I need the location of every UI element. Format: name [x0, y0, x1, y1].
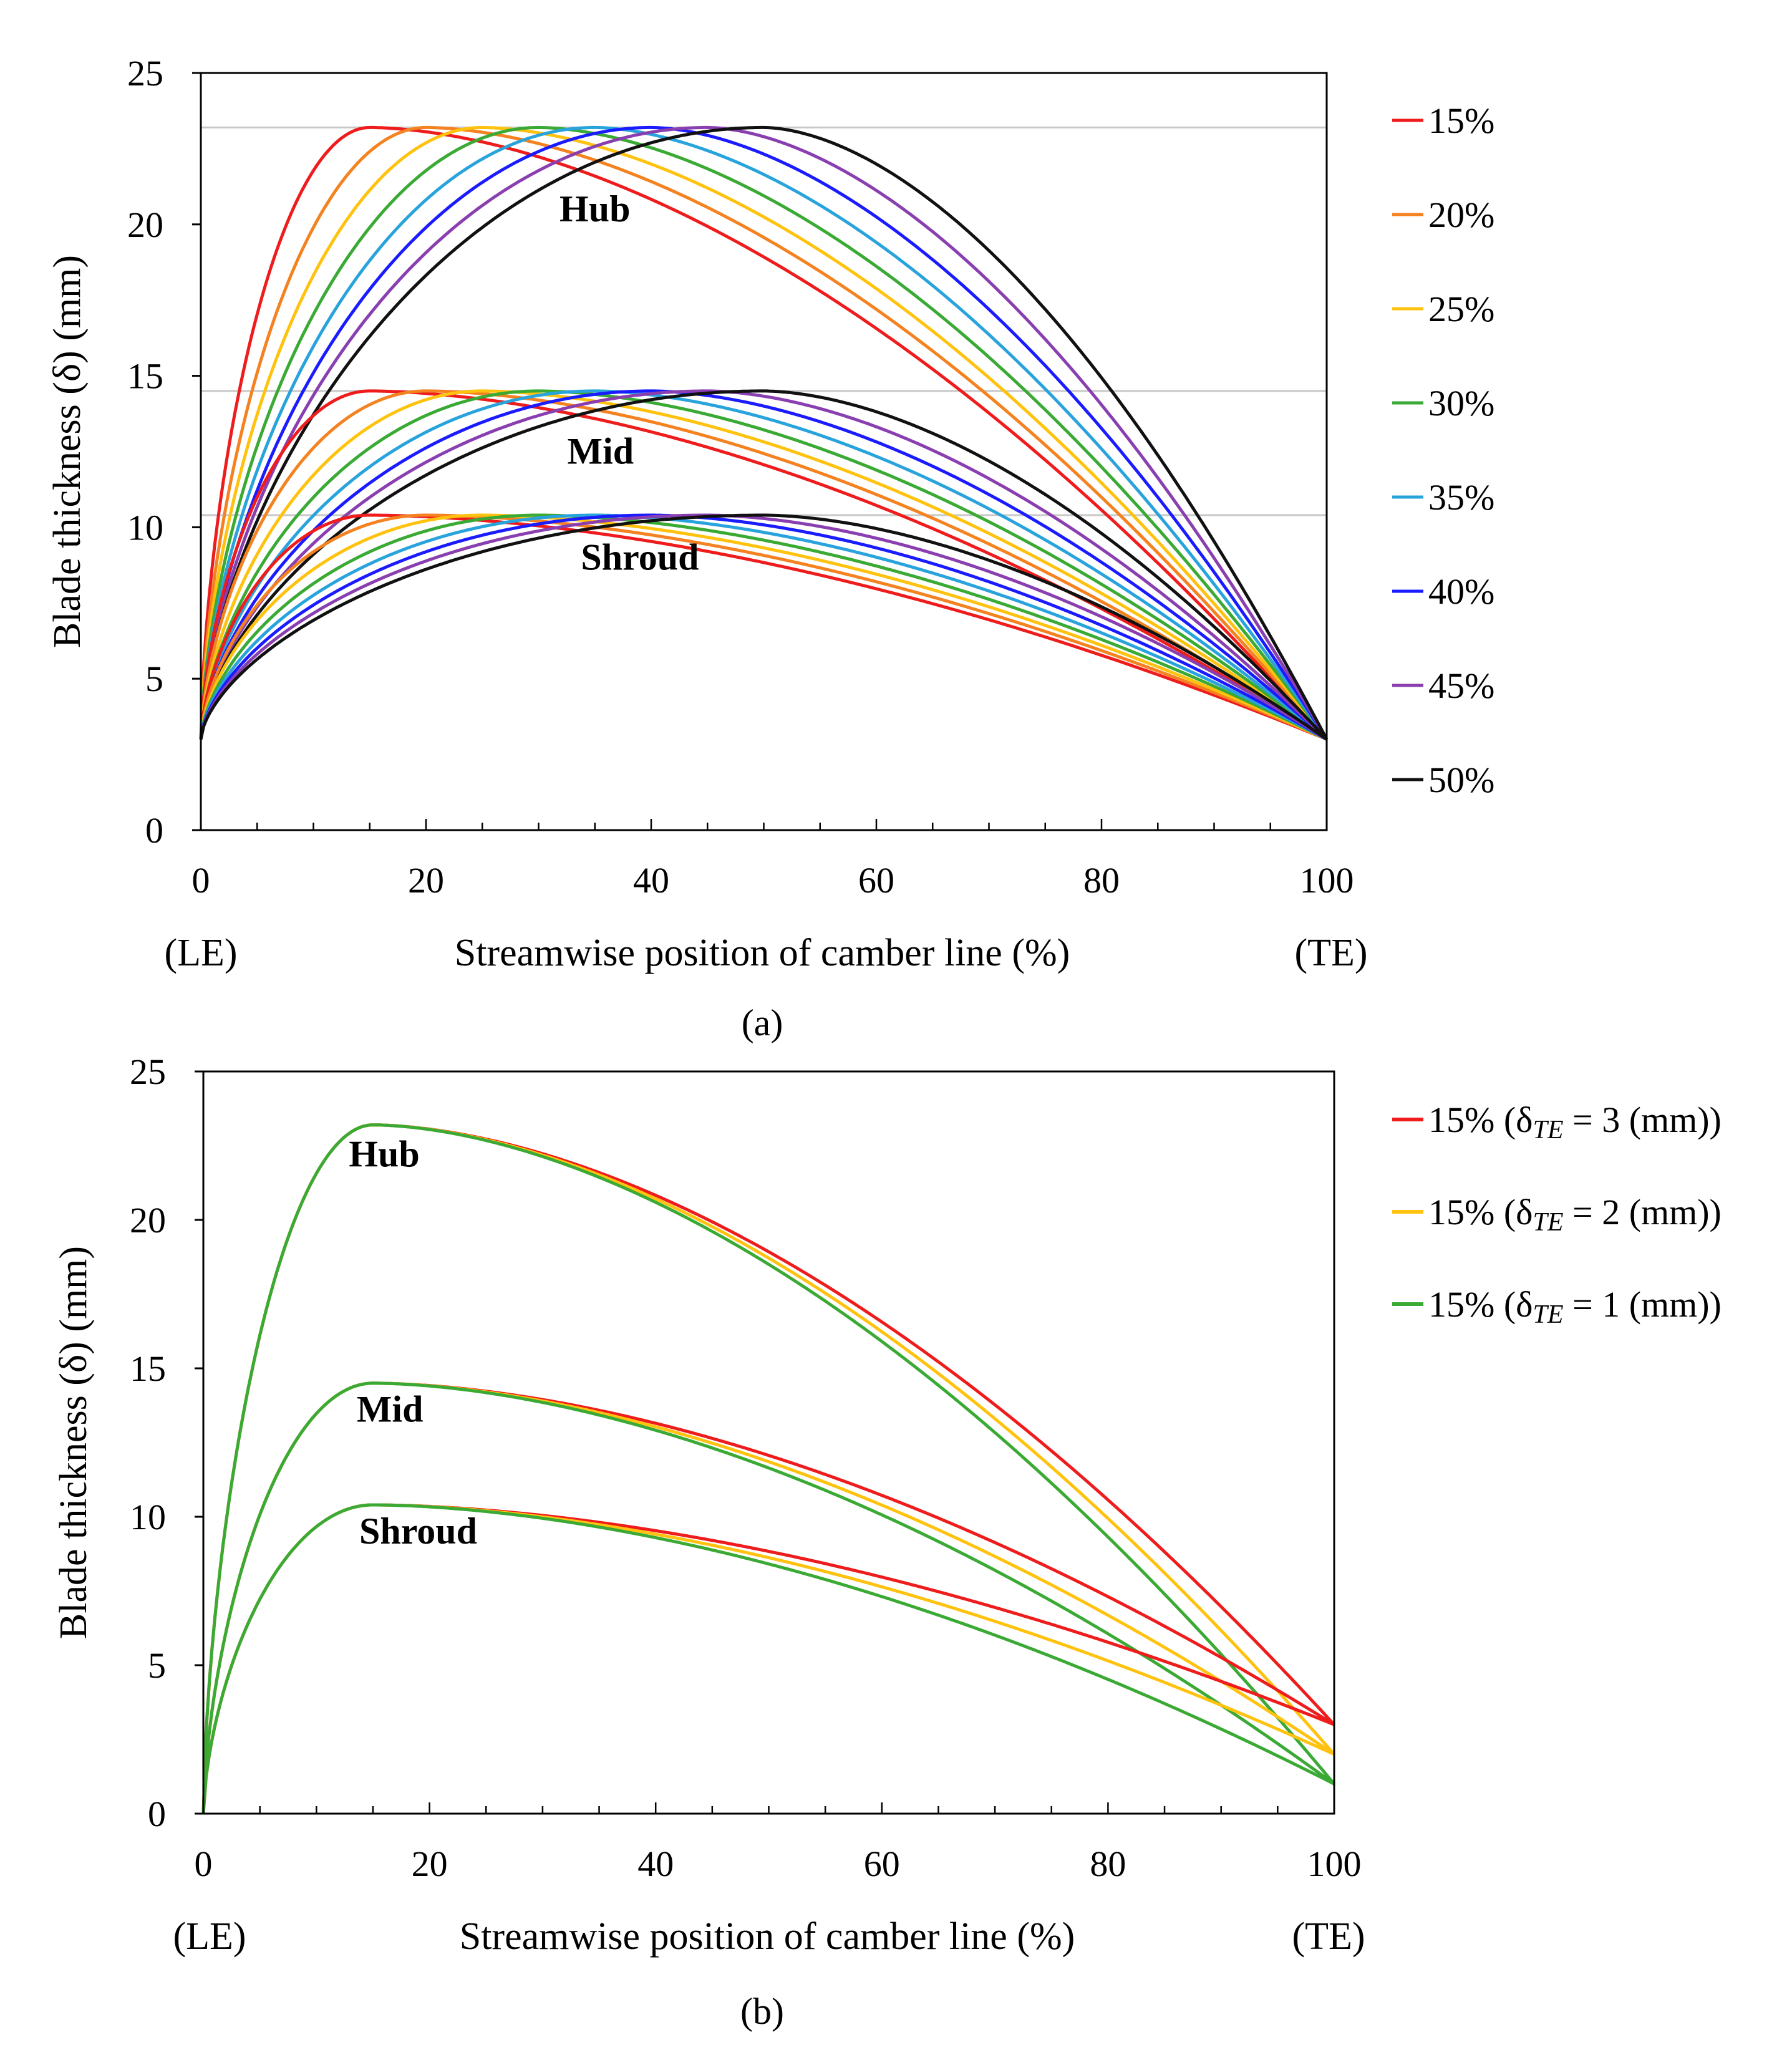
series-curves: [199, 125, 1329, 741]
series-line-shroud-20: [199, 513, 1327, 741]
panel-label-b: (b): [740, 1991, 784, 2032]
legend: 15% (δTE = 3 (mm)) 15% (δTE = 2 (mm)) 15% …: [1392, 1100, 1722, 1329]
series-line-mid-20: [199, 389, 1328, 741]
series-line-hub-15: [199, 125, 1328, 740]
y-tick-label: 15: [130, 1348, 166, 1389]
x-tick-label: 40: [633, 860, 669, 901]
x-tick-label: 0: [195, 1844, 213, 1884]
legend-entry-label: 15% (δTE = 1 (mm)): [1428, 1284, 1722, 1329]
y-tick-label: 10: [127, 507, 163, 548]
series-line-hub-50: [199, 125, 1329, 740]
series-line-hub-45: [199, 125, 1329, 740]
x-axis-le-label: (LE): [173, 1915, 246, 1958]
y-tick-label: 10: [130, 1497, 166, 1537]
series-line-mid-15: [199, 389, 1328, 741]
series-line-hub-20: [199, 125, 1328, 740]
y-tick-label: 25: [130, 1052, 166, 1092]
series-line-shroud-40: [199, 513, 1328, 741]
legend-entry-label: 20%: [1428, 195, 1494, 235]
series-line-hub-35: [199, 125, 1329, 740]
legend-entry-label: 15%: [1428, 100, 1494, 141]
legend: 15% 20% 25% 30% 35% 40% 45% 50%: [1392, 100, 1494, 800]
series-curves: [201, 1123, 1335, 1814]
region-label-hub: Hub: [559, 188, 630, 230]
x-tick-label: 20: [412, 1844, 448, 1884]
x-tick-label: 100: [1307, 1844, 1362, 1884]
legend-entry-label: 50%: [1428, 760, 1494, 800]
region-label-mid: Mid: [357, 1389, 424, 1430]
series-line-mid-15-TE-1-mm: [201, 1381, 1335, 1814]
chart-a: 0 5 10 15 20 25 0 20 40 60 80 100 Hub Mid Shroud Blad…: [46, 53, 1494, 1043]
legend-entry-label: 15% (δTE = 3 (mm)): [1428, 1100, 1722, 1144]
y-tick-label: 25: [127, 53, 163, 94]
legend-entry-label: 30%: [1428, 383, 1494, 423]
series-line-mid-35: [199, 389, 1328, 741]
series-line-shroud-30: [199, 513, 1328, 741]
x-axis-te-label: (TE): [1292, 1915, 1365, 1958]
x-tick-label: 100: [1300, 860, 1354, 901]
y-tick-label: 20: [127, 205, 163, 245]
series-line-shroud-25: [199, 513, 1328, 741]
region-labels: Hub Mid Shroud: [349, 1133, 477, 1552]
series-line-mid-25: [199, 389, 1328, 741]
y-tick-label: 15: [127, 356, 163, 397]
series-line-mid-30: [199, 389, 1328, 741]
region-label-shroud: Shroud: [581, 536, 699, 578]
y-tick-label: 5: [145, 659, 163, 699]
region-labels: Hub Mid Shroud: [559, 188, 699, 578]
x-tick-label: 80: [1083, 860, 1120, 901]
series-line-shroud-50: [199, 513, 1328, 741]
legend-entry-label: 45%: [1428, 665, 1494, 706]
x-tick-label: 60: [864, 1844, 900, 1884]
series-line-hub-30: [199, 125, 1329, 740]
x-axis-le-label: (LE): [164, 932, 237, 974]
legend-entry-label: 40%: [1428, 571, 1494, 612]
series-line-shroud-15: [199, 513, 1327, 741]
x-tick-label: 0: [192, 860, 210, 901]
legend-entry-label: 25%: [1428, 289, 1494, 329]
y-tick-label: 5: [148, 1645, 166, 1686]
chart-b: 0 5 10 15 20 25 0 20 40 60 80 100 Hub Mid Shroud Blad…: [52, 1052, 1722, 2032]
y-tick-label: 0: [145, 810, 163, 851]
y-axis-label: Blade thickness (δ) (mm): [52, 1246, 95, 1639]
series-line-hub-40: [199, 125, 1329, 740]
x-axis-label: Streamwise position of camber line (%): [455, 932, 1070, 974]
series-line-mid-50: [199, 389, 1328, 740]
series-line-mid-40: [199, 389, 1328, 741]
x-axis-te-label: (TE): [1294, 932, 1367, 974]
x-tick-label: 80: [1090, 1844, 1126, 1884]
x-tick-label: 40: [637, 1844, 674, 1884]
series-line-shroud-35: [199, 513, 1328, 741]
series-line-hub-25: [199, 125, 1328, 740]
y-axis-label: Blade thickness (δ) (mm): [46, 255, 89, 648]
x-axis-label: Streamwise position of camber line (%): [460, 1915, 1075, 1958]
legend-entry-label: 15% (δTE = 2 (mm)): [1428, 1192, 1722, 1237]
x-tick-label: 60: [858, 860, 894, 901]
region-label-hub: Hub: [349, 1133, 419, 1174]
y-tick-label: 0: [148, 1794, 166, 1834]
series-line-mid-45: [199, 389, 1328, 741]
axis-ticks: 0 5 10 15 20 25 0 20 40 60 80 100: [130, 1052, 1362, 1884]
series-line-hub-15-TE-1-mm: [201, 1123, 1335, 1814]
series-line-shroud-15-TE-1-mm: [201, 1503, 1335, 1814]
region-label-mid: Mid: [567, 430, 634, 471]
legend-entry-label: 35%: [1428, 477, 1494, 518]
series-line-shroud-45: [199, 513, 1328, 741]
region-label-shroud: Shroud: [359, 1511, 477, 1552]
axis-ticks: 0 5 10 15 20 25 0 20 40 60 80 100: [127, 53, 1354, 901]
x-tick-label: 20: [408, 860, 444, 901]
panel-label-a: (a): [742, 1002, 783, 1043]
y-tick-label: 20: [130, 1200, 166, 1240]
